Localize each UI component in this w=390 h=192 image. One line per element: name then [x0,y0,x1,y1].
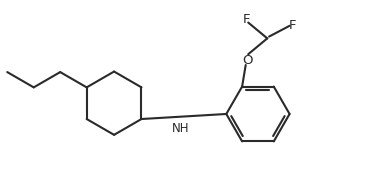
Text: F: F [243,13,250,26]
Text: F: F [289,19,296,32]
Text: NH: NH [172,122,189,135]
Text: O: O [242,54,253,67]
